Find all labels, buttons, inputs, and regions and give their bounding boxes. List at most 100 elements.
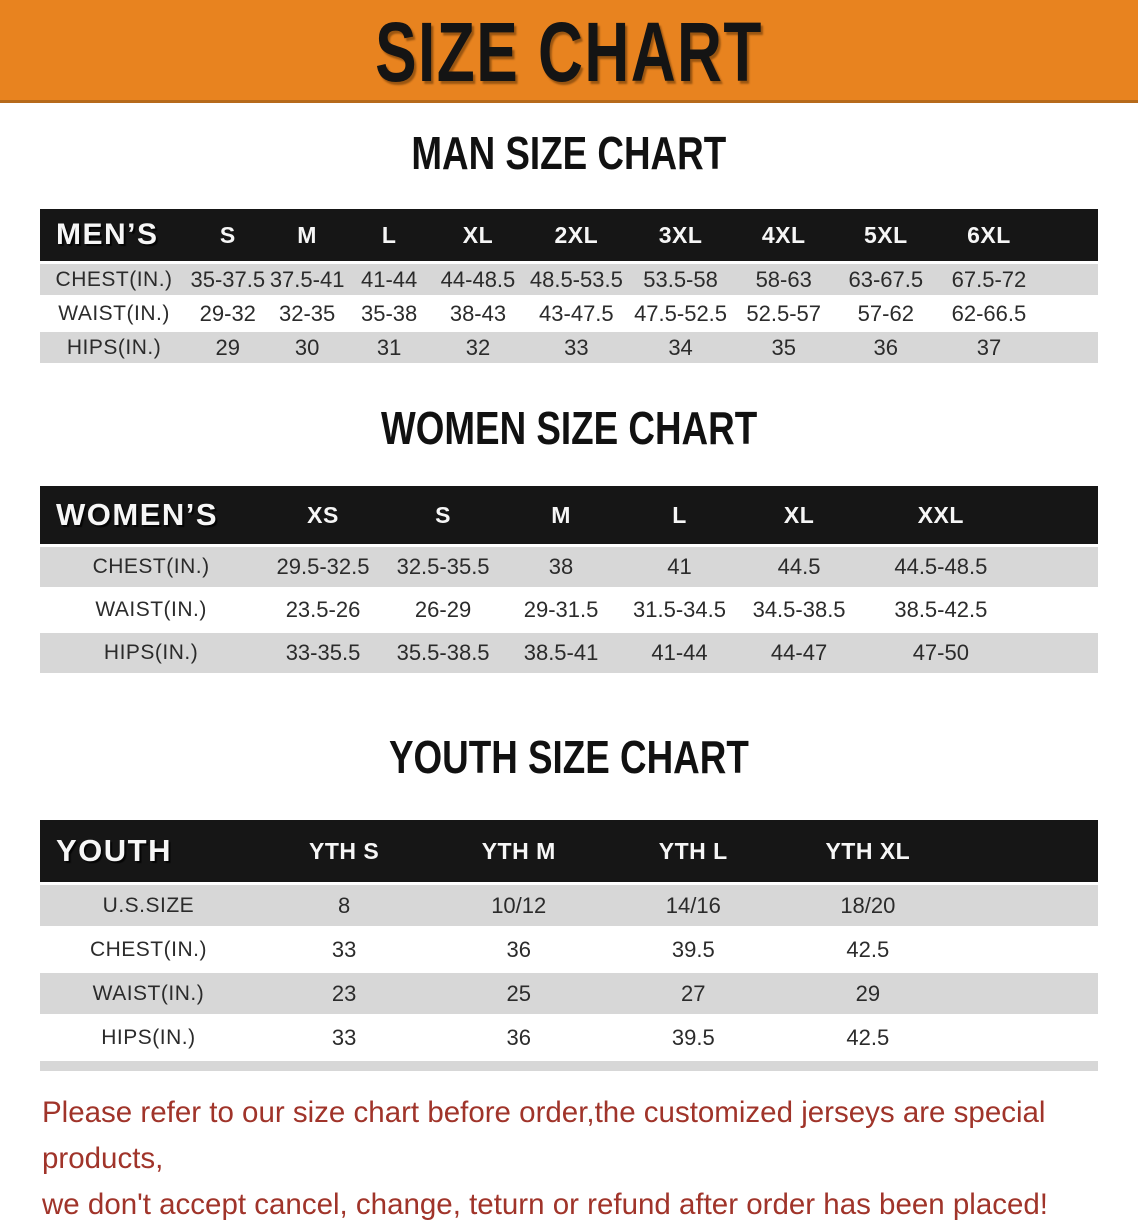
size-value-cell: 23 <box>256 973 432 1014</box>
measurement-row-label: CHEST(IN.) <box>40 547 263 587</box>
size-column-header: M <box>267 209 347 261</box>
measurement-row: WAIST(IN.) 23 25 27 29 <box>40 973 1098 1014</box>
size-value-cell: 35-37.5 <box>188 264 268 295</box>
size-value-cell: 38-43 <box>449 300 507 326</box>
size-value-cell: 32-35 <box>278 300 336 326</box>
size-column-header: XS <box>262 486 384 544</box>
size-value-cell: 44.5 <box>739 547 859 587</box>
women-size-table: WOMEN’S XS S M L XL XXL CHEST(IN.) 29.5-32.5 32.5… <box>40 483 1098 676</box>
men-header-row: MEN’S S M L XL 2XL 3XL 4XL 5XL 6XL <box>40 209 1098 261</box>
size-value-cell: 41 <box>619 547 740 587</box>
size-column-header: 3XL <box>628 209 733 261</box>
size-value-cell: 30 <box>267 332 347 363</box>
size-value-cell: 29 <box>780 973 956 1014</box>
size-column-header: L <box>346 209 432 261</box>
row-spacer <box>1040 264 1098 295</box>
size-value-cell: 53.5-58 <box>628 264 733 295</box>
size-value-cell: 33 <box>524 332 629 363</box>
banner-title: SIZE CHART <box>375 4 763 99</box>
measurement-row: CHEST(IN.) 33 36 39.5 42.5 <box>40 929 1098 970</box>
men-section-title-text: MAN SIZE CHART <box>411 127 727 179</box>
size-column-header: YTH M <box>431 820 606 882</box>
table-footer-strip <box>40 1061 1098 1071</box>
women-header-row: WOMEN’S XS S M L XL XXL <box>40 486 1098 544</box>
section-youth: YOUTH SIZE CHART YOUTH YTH S YTH M YTH L YTH… <box>0 732 1138 1074</box>
size-value-cell: 29-32 <box>199 300 256 326</box>
measurement-row-label: U.S.SIZE <box>40 885 257 926</box>
banner: SIZE CHART <box>0 0 1138 103</box>
size-column-header: S <box>188 209 268 261</box>
size-column-header: 4XL <box>732 209 835 261</box>
size-value-cell: 41-44 <box>346 264 432 295</box>
size-value-cell: 38.5-42.5 <box>894 597 988 622</box>
size-value-cell: 32 <box>431 332 525 363</box>
measurement-row: CHEST(IN.) 35-37.5 37.5-41 41-44 44-48.5 48.5… <box>40 264 1098 295</box>
men-table-header-label: MEN’S <box>40 209 189 261</box>
size-value-cell: 57-62 <box>857 300 914 326</box>
measurement-row: CHEST(IN.) 29.5-32.5 32.5-35.5 38 41 44.5 44.5… <box>40 547 1098 587</box>
size-value-cell: 58-63 <box>732 264 835 295</box>
size-value-cell: 25 <box>431 973 606 1014</box>
measurement-row: U.S.SIZE 8 10/12 14/16 18/20 <box>40 885 1098 926</box>
measurement-row-label: HIPS(IN.) <box>40 633 263 673</box>
size-value-cell: 44-47 <box>739 633 859 673</box>
size-value-cell: 33 <box>331 1024 357 1050</box>
disclaimer: Please refer to our size chart before or… <box>42 1090 1100 1228</box>
measurement-row-label: WAIST(IN.) <box>95 598 207 621</box>
measurement-row-label: WAIST(IN.) <box>40 973 257 1014</box>
measurement-row: HIPS(IN.) 33-35.5 35.5-38.5 38.5-41 41-44 44-… <box>40 633 1098 673</box>
youth-size-table: YOUTH YTH S YTH M YTH L YTH XL U.S.SIZE 8 10/12… <box>40 817 1098 1074</box>
women-table-header-label: WOMEN’S <box>40 486 263 544</box>
size-value-cell: 35 <box>732 332 835 363</box>
section-men: MAN SIZE CHART MEN’S S M L XL 2XL 3XL 4XL 5XL 6XL… <box>0 128 1138 366</box>
size-column-header: S <box>383 486 503 544</box>
youth-header-row: YOUTH YTH S YTH M YTH L YTH XL <box>40 820 1098 882</box>
size-value-cell: 27 <box>606 973 781 1014</box>
row-spacer <box>1041 298 1098 329</box>
row-spacer <box>1022 547 1098 587</box>
size-value-cell: 23.5-26 <box>285 597 361 622</box>
size-value-cell: 63-67.5 <box>834 264 938 295</box>
size-value-cell: 39.5 <box>671 1024 715 1050</box>
measurement-row-label: HIPS(IN.) <box>101 1025 196 1049</box>
size-value-cell: 38.5-41 <box>502 633 620 673</box>
disclaimer-line-1: Please refer to our size chart before or… <box>42 1096 1046 1175</box>
size-value-cell: 33 <box>331 936 357 962</box>
size-value-cell: 37.5-41 <box>267 264 347 295</box>
size-value-cell: 34 <box>628 332 733 363</box>
measurement-row-label: WAIST(IN.) <box>58 301 170 325</box>
size-value-cell: 52.5-57 <box>746 300 822 326</box>
measurement-row-label: HIPS(IN.) <box>40 332 189 363</box>
youth-table-header-label: YOUTH <box>40 820 257 882</box>
women-size-table-slot: WOMEN’S XS S M L XL XXL CHEST(IN.) 29.5-32.5 32.5… <box>40 483 1098 676</box>
disclaimer-line-2: we don't accept cancel, change, teturn o… <box>42 1188 1048 1221</box>
size-column-header: XXL <box>858 486 1023 544</box>
youth-size-table-slot: YOUTH YTH S YTH M YTH L YTH XL U.S.SIZE 8 10/12… <box>40 817 1098 1074</box>
youth-section-title: YOUTH SIZE CHART <box>0 732 1138 791</box>
size-value-cell: 31.5-34.5 <box>633 597 726 622</box>
size-column-header: YTH S <box>256 820 432 882</box>
size-value-cell: 26-29 <box>414 597 472 622</box>
size-value-cell: 10/12 <box>431 885 606 926</box>
size-column-header: XL <box>739 486 859 544</box>
size-value-cell: 18/20 <box>780 885 956 926</box>
size-column-header: XL <box>431 209 525 261</box>
row-spacer <box>1023 590 1098 630</box>
size-column-header: YTH L <box>606 820 781 882</box>
size-column-header: 6XL <box>937 209 1041 261</box>
size-value-cell: 42.5 <box>846 1024 890 1050</box>
men-size-table-slot: MEN’S S M L XL 2XL 3XL 4XL 5XL 6XL CHEST(IN.) 35-37… <box>40 206 1098 366</box>
size-value-cell: 29.5-32.5 <box>262 547 384 587</box>
size-value-cell: 29 <box>188 332 268 363</box>
men-section-title: MAN SIZE CHART <box>0 128 1138 187</box>
size-value-cell: 48.5-53.5 <box>524 264 629 295</box>
measurement-row: WAIST(IN.) 29-32 32-35 35-38 38-43 43-47.5 47.… <box>40 298 1098 329</box>
women-section-title-text: WOMEN SIZE CHART <box>380 402 758 454</box>
size-column-header: 2XL <box>524 209 629 261</box>
size-value-cell: 36 <box>506 936 531 962</box>
size-value-cell: 47-50 <box>858 633 1023 673</box>
size-column-header: 5XL <box>834 209 938 261</box>
size-value-cell: 35-38 <box>360 300 418 326</box>
row-spacer <box>955 929 1098 970</box>
